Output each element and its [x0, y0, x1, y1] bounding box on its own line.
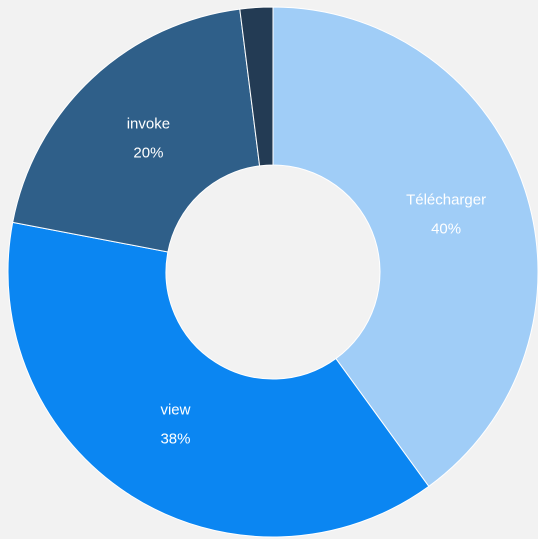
- donut-slice: [7, 221, 430, 538]
- slice-value-label: 38%: [160, 431, 190, 448]
- slice-label: view: [160, 402, 190, 419]
- donut-slice: [239, 6, 274, 167]
- slice-value-label: 20%: [133, 144, 163, 161]
- donut-slice: [12, 8, 261, 253]
- slice-label: invoke: [127, 115, 170, 132]
- donut-slice: [272, 6, 538, 488]
- slice-label: Télécharger: [406, 192, 486, 209]
- slice-value-label: 40%: [431, 221, 461, 238]
